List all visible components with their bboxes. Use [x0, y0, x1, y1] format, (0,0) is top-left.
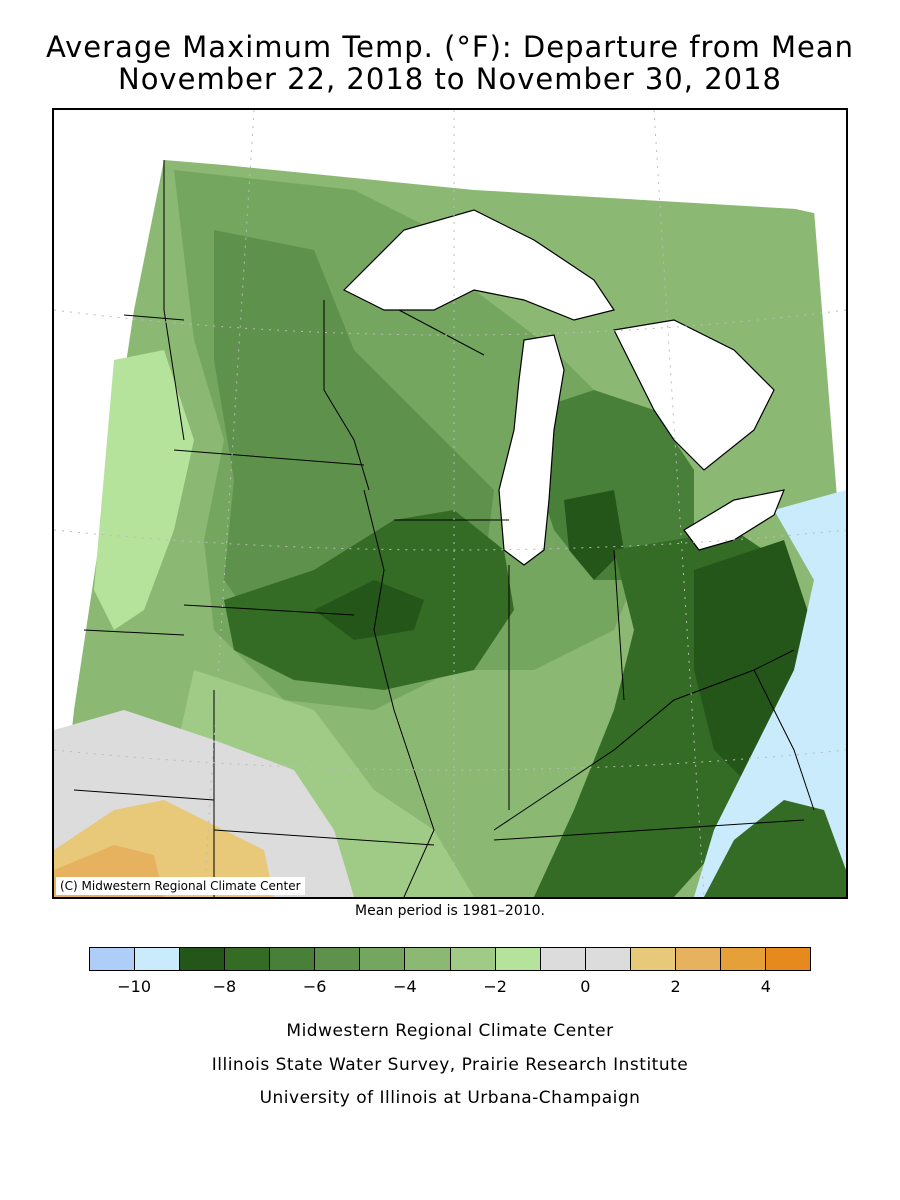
- state-borders: [73, 160, 815, 897]
- legend-swatch: [135, 948, 181, 970]
- contour-darkest-michigan: [564, 490, 624, 580]
- border-ne-ks: [73, 789, 215, 801]
- legend-tick-label: −6: [302, 977, 327, 996]
- legend-tick-label: −10: [117, 977, 151, 996]
- legend-swatch: [360, 948, 406, 970]
- graticule-lon-3: [653, 110, 705, 897]
- legend-tick-label: 4: [760, 977, 771, 996]
- legend-tick-label: −8: [212, 977, 237, 996]
- contour-darkest-core: [314, 580, 424, 640]
- border-ia-north: [173, 449, 365, 466]
- mississippi-river: [363, 489, 435, 897]
- map-title: Average Maximum Temp. (°F): Departure fr…: [45, 30, 855, 64]
- legend-swatch: [495, 948, 541, 970]
- legend-swatch: [405, 948, 451, 970]
- border-wv-va: [753, 669, 815, 811]
- border-canada-mn: [163, 160, 185, 441]
- graticule-lon-1: [203, 110, 255, 897]
- graticule-lat-3: [54, 749, 846, 771]
- border-mo-ar: [213, 829, 435, 846]
- legend-swatch: [315, 948, 361, 970]
- legend-swatch: [90, 948, 136, 970]
- legend-swatch: [180, 948, 226, 970]
- border-ia-south: [183, 604, 355, 616]
- graticule-lat-1: [54, 309, 846, 336]
- legend-tick-label: 0: [580, 977, 591, 996]
- contour-dark-southeast: [704, 800, 846, 897]
- legend-tick-label: −2: [483, 977, 507, 996]
- legend-swatch: [765, 948, 810, 970]
- lake-huron: [613, 319, 775, 471]
- border-sd-ne: [83, 629, 185, 636]
- border-ky-tn: [493, 819, 805, 841]
- border-wi-mi: [398, 309, 485, 356]
- credit-uiuc: University of Illinois at Urbana-Champai…: [259, 1088, 641, 1108]
- contour-light-west: [94, 350, 194, 630]
- legend-swatch: [540, 948, 586, 970]
- legend-tick-label: −4: [393, 977, 417, 996]
- graticule-lat-2: [54, 529, 846, 551]
- graticule: [54, 110, 846, 897]
- ohio-river: [493, 649, 795, 831]
- credit-mrcc: Midwestern Regional Climate Center: [286, 1021, 614, 1041]
- lake-michigan: [498, 334, 565, 566]
- legend-swatch: [270, 948, 316, 970]
- temperature-departure-map: (C) Midwestern Regional Climate Center: [52, 108, 848, 899]
- legend-swatch: [225, 948, 271, 970]
- legend-tick-label: 2: [670, 977, 681, 996]
- copyright-notice: (C) Midwestern Regional Climate Center: [56, 877, 305, 895]
- contour-cool-east: [694, 490, 846, 897]
- legend-swatch: [630, 948, 676, 970]
- legend-swatch: [675, 948, 721, 970]
- mean-period-note: Mean period is 1981–2010.: [355, 903, 545, 919]
- border-nd-sd: [123, 314, 185, 321]
- lake-erie: [683, 489, 785, 551]
- lake-superior: [342, 209, 615, 321]
- legend-swatch: [585, 948, 631, 970]
- legend-swatch: [450, 948, 496, 970]
- border-in-oh: [613, 549, 625, 701]
- canada-area: [54, 110, 846, 220]
- legend-swatch: [720, 948, 766, 970]
- credit-isws: Illinois State Water Survey, Prairie Res…: [211, 1055, 689, 1075]
- map-date-range: November 22, 2018 to November 30, 2018: [118, 62, 782, 96]
- map-canvas: [54, 110, 846, 897]
- color-legend: [89, 947, 811, 971]
